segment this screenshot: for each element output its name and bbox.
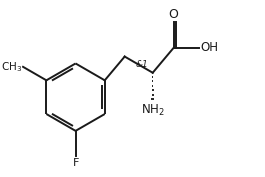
Text: NH$_2$: NH$_2$ (141, 103, 165, 118)
Text: CH$_3$: CH$_3$ (1, 60, 22, 74)
Text: F: F (72, 158, 79, 168)
Text: O: O (169, 8, 178, 21)
Text: &1: &1 (135, 60, 148, 69)
Text: OH: OH (200, 41, 218, 55)
